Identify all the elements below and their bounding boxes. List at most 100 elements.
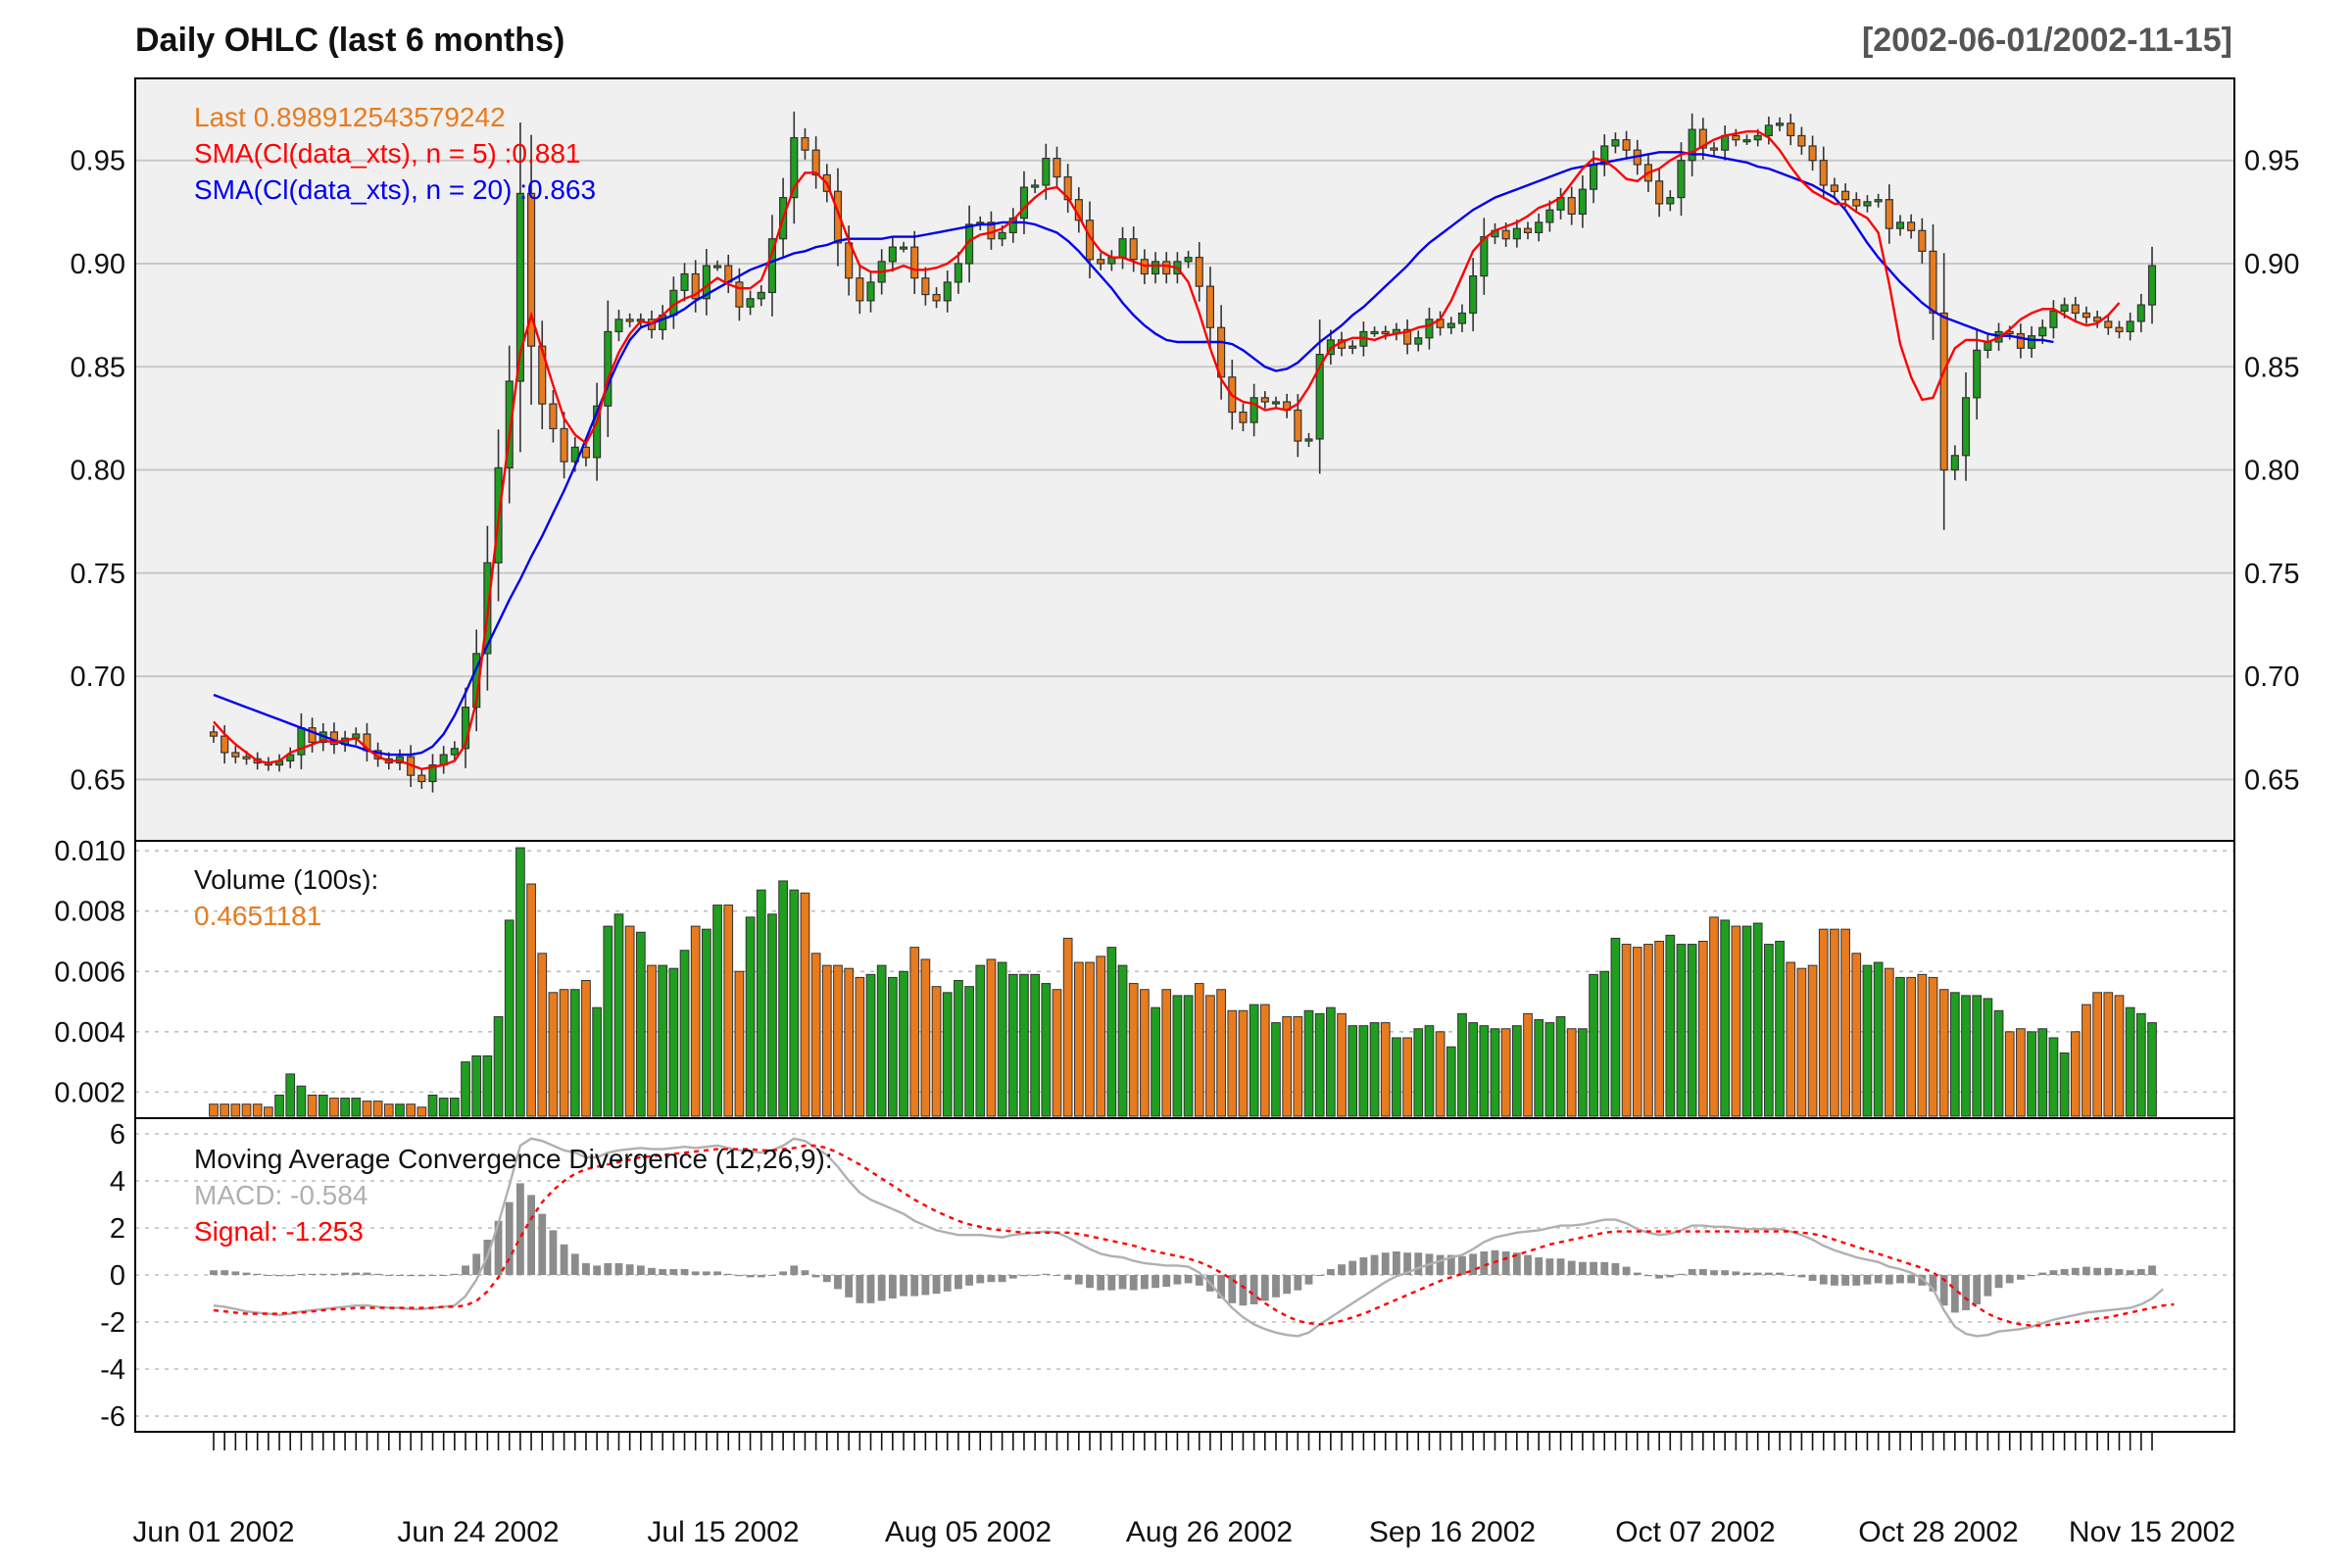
macd-histogram-bar <box>680 1269 689 1275</box>
volume-bar <box>964 986 974 1117</box>
macd-histogram-bar <box>866 1275 875 1303</box>
volume-bar <box>844 967 855 1117</box>
macd-histogram-bar <box>910 1275 919 1297</box>
volume-bar <box>252 1103 263 1117</box>
volume-bar <box>1435 1031 1446 1117</box>
candle-body <box>1698 128 1707 149</box>
macd-histogram-bar <box>636 1265 645 1275</box>
macd-histogram-bar <box>691 1271 700 1275</box>
candle-body <box>1709 147 1719 151</box>
candle-body <box>1271 401 1281 405</box>
volume-bar <box>1259 1004 1270 1117</box>
volume-bar <box>296 1085 307 1117</box>
volume-bar <box>220 1103 230 1117</box>
macd-histogram-bar <box>253 1273 262 1275</box>
volume-bar <box>756 889 766 1117</box>
volume-bar <box>690 925 701 1117</box>
candle-body <box>1403 328 1412 345</box>
macd-histogram-bar <box>1556 1258 1565 1275</box>
macd-histogram-bar <box>1644 1275 1652 1277</box>
candle-body <box>1677 160 1686 199</box>
candle-body <box>1950 455 1959 471</box>
candle-body <box>1567 196 1576 216</box>
volume-bar <box>789 889 800 1117</box>
volume-bar <box>1392 1037 1401 1117</box>
candle-body <box>1590 164 1598 190</box>
volume-bar <box>1490 1028 1500 1117</box>
macd-histogram-bar <box>2104 1267 2113 1275</box>
volume-bar <box>1216 989 1226 1117</box>
volume-bar <box>1172 995 1183 1117</box>
volume-bar <box>1271 1022 1281 1117</box>
macd-histogram-bar <box>560 1244 568 1275</box>
candle-body <box>1732 134 1740 141</box>
candle-body <box>1239 411 1248 423</box>
volume-bar <box>1314 1012 1325 1117</box>
candle-body <box>1764 124 1773 137</box>
candle-body <box>527 192 536 347</box>
macd-histogram-bar <box>724 1273 733 1275</box>
candle-body <box>2093 317 2102 322</box>
volume-bar <box>975 964 986 1117</box>
price-y-axis-right: 0.65 0.70 0.75 0.80 0.85 0.90 0.95 <box>2244 146 2299 797</box>
macd-histogram-bar <box>1283 1275 1292 1295</box>
candle-body <box>1205 285 1215 328</box>
macd-histogram-bar <box>888 1275 897 1298</box>
volume-bar <box>581 980 591 1117</box>
volume-bar <box>372 1101 383 1117</box>
volume-bar <box>1599 970 1610 1117</box>
x-tick-label: Jun 24 2002 <box>397 1516 559 1548</box>
candle-body <box>2147 265 2157 306</box>
volume-bar <box>1380 1022 1391 1117</box>
volume-bar <box>2114 995 2125 1117</box>
macd-histogram-bar <box>1578 1261 1587 1275</box>
candle-body <box>1304 438 1313 442</box>
macd-histogram-bar <box>1250 1275 1258 1304</box>
volume-bar <box>1720 919 1731 1117</box>
candle-body <box>1819 160 1828 186</box>
price-ytick-label: 0.65 <box>71 764 125 796</box>
macd-histogram-bar <box>801 1270 809 1275</box>
volume-bar <box>515 847 525 1117</box>
candle-body <box>691 272 700 300</box>
macd-histogram-bar <box>1469 1253 1478 1275</box>
macd-histogram-bar <box>1020 1275 1028 1277</box>
macd-histogram-bar <box>1053 1275 1061 1276</box>
price-ytick-label-right: 0.70 <box>2244 662 2299 693</box>
macd-histogram-bar <box>242 1272 251 1275</box>
candle-body <box>1315 354 1324 440</box>
sma-lines <box>213 130 2121 771</box>
macd-histogram-bar <box>2093 1267 2102 1275</box>
volume-bar <box>2125 1006 2135 1117</box>
candle-body <box>680 272 689 291</box>
volume-bar <box>1961 995 1971 1117</box>
volume-bar <box>1293 1015 1303 1117</box>
volume-bar <box>1413 1028 1424 1117</box>
candle-body <box>2126 320 2134 333</box>
macd-histogram-bar <box>286 1275 295 1277</box>
volume-bar <box>340 1098 350 1117</box>
volume-bar <box>2059 1052 2070 1117</box>
macd-ytick-label: -6 <box>100 1401 125 1433</box>
macd-histogram-bar <box>614 1263 623 1275</box>
macd-histogram-bar <box>2148 1265 2156 1275</box>
price-ytick-label-right: 0.85 <box>2244 352 2299 383</box>
candle-body <box>1031 184 1040 188</box>
volume-bar <box>1282 1015 1293 1117</box>
macd-histogram-bar <box>1852 1275 1861 1286</box>
macd-histogram-bar <box>1622 1266 1631 1275</box>
candle-body <box>1195 257 1203 287</box>
candle-body <box>1984 341 1992 352</box>
macd-histogram-bar <box>1118 1275 1127 1290</box>
macd-histogram-bar <box>582 1263 590 1275</box>
candle-body <box>1118 238 1127 259</box>
candle-body <box>286 754 295 762</box>
volume-bar <box>647 964 657 1117</box>
macd-histogram-bar <box>648 1267 656 1275</box>
macd-histogram-bar <box>1436 1254 1445 1275</box>
macd-histogram-bar <box>1874 1275 1883 1284</box>
volume-bar <box>888 976 898 1117</box>
volume-bar <box>2082 1004 2091 1117</box>
candle-body <box>1348 345 1357 349</box>
candle-body <box>1414 337 1423 345</box>
